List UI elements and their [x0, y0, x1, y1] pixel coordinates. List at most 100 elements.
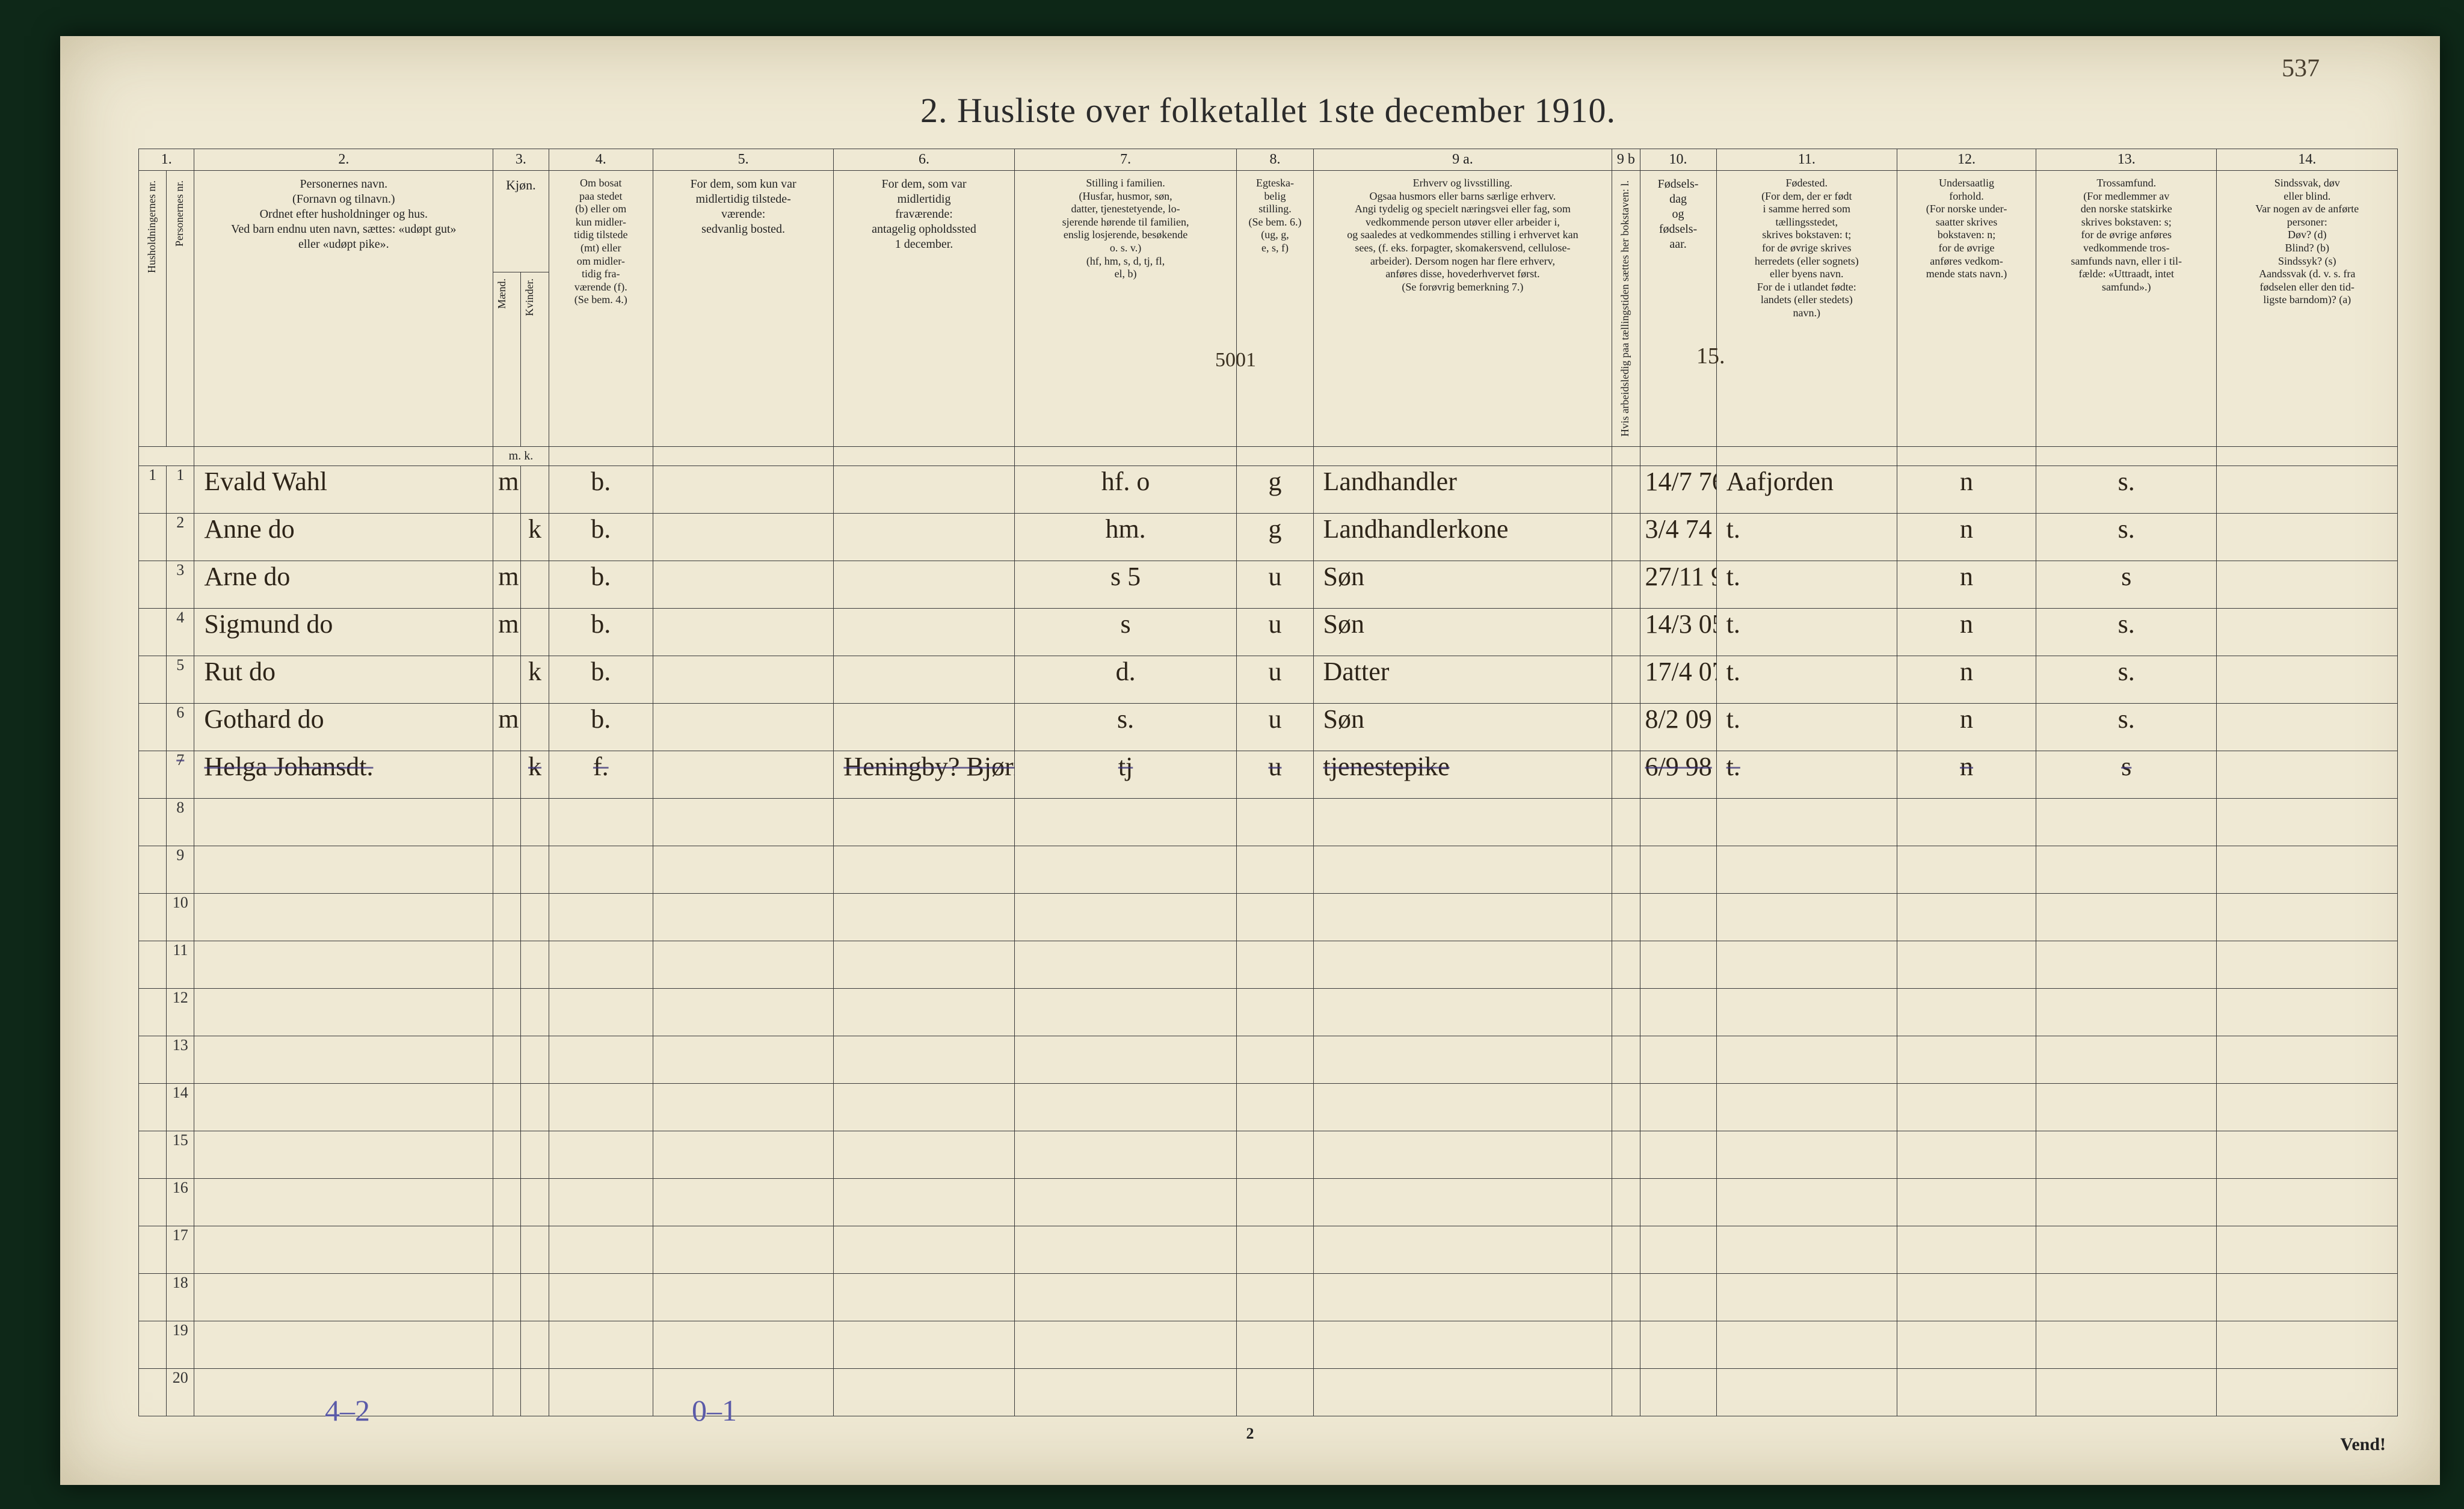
cell-m	[493, 941, 521, 988]
cell-und: n	[1897, 466, 2036, 513]
cell-fsted	[1716, 1178, 1897, 1226]
cell-bosat	[549, 988, 653, 1036]
colnum: 9 b	[1612, 149, 1640, 171]
cell-frav	[834, 1226, 1014, 1273]
blank	[653, 446, 833, 466]
cell-erhv	[1313, 1083, 1612, 1131]
cell-k	[521, 608, 549, 656]
cell-fam	[1014, 1321, 1237, 1368]
cell-hnr	[139, 656, 167, 703]
cell-und: n	[1897, 513, 2036, 561]
cell-k: k	[521, 513, 549, 561]
cell-bosat: b.	[549, 466, 653, 513]
cell-frav: Heningby? Bjørn	[834, 751, 1014, 798]
cell-tro: s.	[2036, 513, 2217, 561]
table-row: 14	[139, 1083, 2398, 1131]
cell-pnr: 16	[167, 1178, 194, 1226]
cell-name: Sigmund do	[194, 608, 493, 656]
cell-fam	[1014, 798, 1237, 846]
cell-erhv	[1313, 846, 1612, 893]
cell-fdato	[1640, 1226, 1716, 1273]
cell-tro: s.	[2036, 656, 2217, 703]
cell-k	[521, 1083, 549, 1131]
cell-fsted	[1716, 893, 1897, 941]
cell-erhv: Søn	[1313, 608, 1612, 656]
header-fodested: Fødested. (For dem, der er født i samme …	[1716, 171, 1897, 447]
cell-und: n	[1897, 608, 2036, 656]
cell-led	[1612, 1226, 1640, 1273]
header-stilling-familie: Stilling i familien. (Husfar, husmor, sø…	[1014, 171, 1237, 447]
cell-k: k	[521, 656, 549, 703]
cell-frav	[834, 703, 1014, 751]
colnum: 7.	[1014, 149, 1237, 171]
cell-fdato	[1640, 1273, 1716, 1321]
footer-vend: Vend!	[2340, 1434, 2386, 1455]
cell-egt	[1237, 846, 1313, 893]
colnum: 4.	[549, 149, 653, 171]
cell-sind	[2217, 1178, 2398, 1226]
cell-pnr: 15	[167, 1131, 194, 1178]
header-erhverv: Erhverv og livsstilling. Ogsaa husmors e…	[1313, 171, 1612, 447]
annotation-over-col9: 5001	[1215, 349, 1256, 372]
cell-und	[1897, 1321, 2036, 1368]
cell-und: n	[1897, 703, 2036, 751]
cell-led	[1612, 1131, 1640, 1178]
cell-name	[194, 1321, 493, 1368]
cell-hnr	[139, 893, 167, 941]
cell-k	[521, 1036, 549, 1083]
cell-fdato	[1640, 893, 1716, 941]
cell-fdato: 3/4 74	[1640, 513, 1716, 561]
cell-erhv: Landhandler	[1313, 466, 1612, 513]
colnum: 9 a.	[1313, 149, 1612, 171]
cell-led	[1612, 608, 1640, 656]
header-hushold-nr: Husholdningernes nr.	[139, 171, 167, 447]
cell-egt	[1237, 1273, 1313, 1321]
cell-mt	[653, 1131, 833, 1178]
cell-led	[1612, 893, 1640, 941]
cell-bosat	[549, 1226, 653, 1273]
cell-bosat	[549, 1178, 653, 1226]
cell-m: m	[493, 703, 521, 751]
cell-tro: s.	[2036, 466, 2217, 513]
cell-sind	[2217, 1131, 2398, 1178]
cell-k	[521, 1178, 549, 1226]
cell-fsted: t.	[1716, 751, 1897, 798]
cell-m: m	[493, 608, 521, 656]
cell-led	[1612, 703, 1640, 751]
cell-hnr	[139, 513, 167, 561]
blank	[1313, 446, 1612, 466]
cell-hnr	[139, 988, 167, 1036]
table-row: 10	[139, 893, 2398, 941]
scan-frame: 537 2. Husliste over folketallet 1ste de…	[0, 0, 2464, 1509]
cell-hnr	[139, 608, 167, 656]
cell-frav	[834, 1178, 1014, 1226]
cell-pnr: 4	[167, 608, 194, 656]
cell-sind	[2217, 941, 2398, 988]
cell-erhv	[1313, 1226, 1612, 1273]
table-row: 5Rut dokb.d.uDatter17/4 07t.ns.	[139, 656, 2398, 703]
cell-name	[194, 1083, 493, 1131]
cell-name	[194, 941, 493, 988]
cell-m	[493, 893, 521, 941]
cell-sind	[2217, 466, 2398, 513]
cell-m	[493, 1178, 521, 1226]
cell-erhv	[1313, 1178, 1612, 1226]
cell-led	[1612, 751, 1640, 798]
cell-fam: hm.	[1014, 513, 1237, 561]
header-kvinder: Kvinder.	[521, 272, 549, 446]
cell-pnr: 8	[167, 798, 194, 846]
margin-tally-mid: 0–1	[692, 1393, 737, 1428]
cell-erhv: Søn	[1313, 703, 1612, 751]
margin-tally-left: 4–2	[325, 1393, 370, 1428]
cell-k	[521, 846, 549, 893]
cell-hnr: 1	[139, 466, 167, 513]
cell-fam	[1014, 1178, 1237, 1226]
colnum: 1.	[139, 149, 194, 171]
cell-mt	[653, 751, 833, 798]
cell-egt	[1237, 798, 1313, 846]
cell-fdato: 17/4 07	[1640, 656, 1716, 703]
cell-mt	[653, 513, 833, 561]
cell-led	[1612, 846, 1640, 893]
cell-hnr	[139, 1321, 167, 1368]
cell-und	[1897, 893, 2036, 941]
